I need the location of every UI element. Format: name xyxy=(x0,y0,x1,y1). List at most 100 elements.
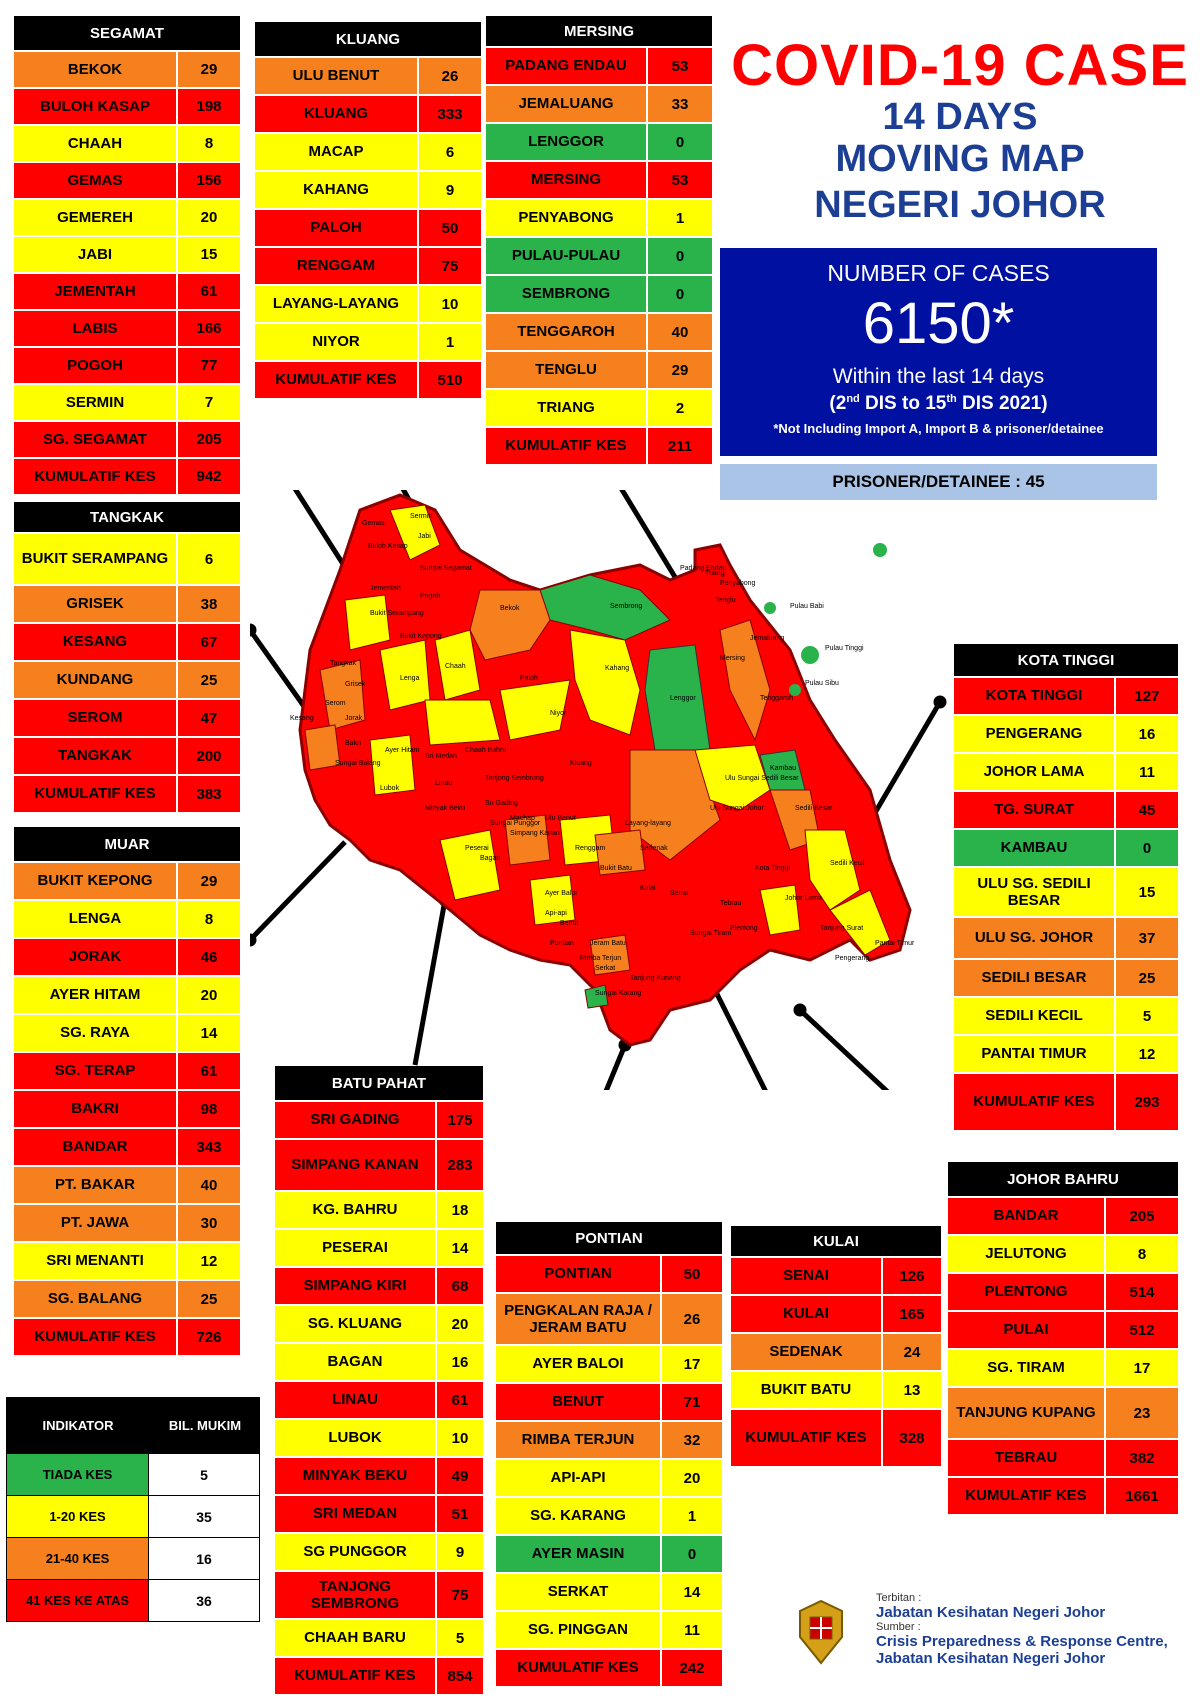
mukim-row: MACAP 6 xyxy=(255,132,481,170)
case-count: 25 xyxy=(176,1281,240,1317)
mukim-name: SG. TIRAM xyxy=(987,1359,1065,1377)
mukim-row: KAMBAU 0 xyxy=(954,828,1178,866)
map-place-label: Tanjong Sembrong xyxy=(485,775,544,782)
case-count: 23 xyxy=(1104,1388,1178,1438)
case-count: 205 xyxy=(176,422,240,457)
mukim-row: MERSING 53 xyxy=(486,160,712,198)
case-count: 12 xyxy=(1114,1036,1178,1072)
area-chaah xyxy=(434,629,481,701)
mukim-row: AYER MASIN 0 xyxy=(496,1534,722,1572)
area-bt-pahat-yellows xyxy=(439,829,501,901)
map-place-label: Ulu Sungai Johor xyxy=(710,805,764,812)
mukim-name: KUMULATIF KES xyxy=(505,437,627,455)
district-header: MUAR xyxy=(14,827,240,861)
main-title: COVID-19 CASE xyxy=(731,33,1189,98)
case-count: 40 xyxy=(646,314,712,350)
district-table-kluang: KLUANG ULU BENUT 26 KLUANG 333 MACAP 6 KAHANG 9 P… xyxy=(255,22,481,398)
district-header: SEGAMAT xyxy=(14,16,240,50)
case-count: 37 xyxy=(1114,918,1178,958)
mukim-name: PANTAI TIMUR xyxy=(981,1045,1087,1063)
map-place-label: Plentong xyxy=(730,925,758,932)
case-count: 726 xyxy=(176,1319,240,1355)
case-count: 127 xyxy=(1114,678,1178,714)
mukim-row: SG. BALANG 25 xyxy=(14,1279,240,1317)
map-place-label: Jemaluang xyxy=(750,635,784,642)
case-count: 0 xyxy=(646,124,712,160)
case-count: 16 xyxy=(435,1344,483,1380)
mukim-row: SG. PINGGAN 11 xyxy=(496,1610,722,1648)
mukim-row: TENGLU 29 xyxy=(486,350,712,388)
mukim-name: SEDILI KECIL xyxy=(985,1007,1083,1025)
mukim-name: MINYAK BEKU xyxy=(302,1467,408,1485)
mukim-row: SENAI 126 xyxy=(731,1256,941,1294)
legend-row: TIADA KES 5 xyxy=(7,1453,259,1495)
legend-count: 36 xyxy=(148,1580,259,1621)
case-count: 14 xyxy=(660,1574,722,1610)
map-place-label: Ayer Hitam xyxy=(385,747,420,754)
mukim-row: NIYOR 1 xyxy=(255,322,481,360)
area-chaah-bahru xyxy=(424,699,501,746)
mukim-row: SRI MEDAN 51 xyxy=(275,1494,483,1532)
case-count: 53 xyxy=(646,162,712,198)
case-count: 12 xyxy=(176,1243,240,1279)
map-place-label: Tanjung Kupang xyxy=(630,975,681,982)
map-place-label: Sungai Punggor xyxy=(490,820,541,827)
mukim-row: PENGKALAN RAJA / JERAM BATU 26 xyxy=(496,1292,722,1344)
mukim-row: ULU SG. JOHOR 37 xyxy=(954,916,1178,958)
mukim-row: BUKIT SERAMPANG 6 xyxy=(14,532,240,584)
mukim-name: GRISEK xyxy=(66,595,124,613)
mukim-row: KAHANG 9 xyxy=(255,170,481,208)
mukim-row: SIMPANG KANAN 283 xyxy=(275,1138,483,1190)
mukim-name: KULAI xyxy=(783,1305,829,1323)
mukim-name: AYER HITAM xyxy=(49,986,141,1004)
case-count: 18 xyxy=(435,1192,483,1228)
legend: INDIKATOR BIL. MUKIM TIADA KES 5 1-20 KES 3… xyxy=(6,1397,260,1622)
case-count: 29 xyxy=(646,352,712,388)
mukim-row: PULAU-PULAU 0 xyxy=(486,236,712,274)
area-sembrong xyxy=(539,574,671,641)
total-row: KUMULATIF KES 1661 xyxy=(948,1476,1178,1514)
map-place-label: Pantai Timur xyxy=(875,940,915,947)
case-count: 25 xyxy=(176,662,240,698)
range-sup2: th xyxy=(946,393,957,405)
case-count: 854 xyxy=(435,1658,483,1694)
legend-row: 41 KES KE ATAS 36 xyxy=(7,1579,259,1621)
map-place-label: Chaah xyxy=(445,663,466,670)
mukim-row: SERMIN 7 xyxy=(14,383,240,420)
case-count: 75 xyxy=(435,1572,483,1618)
mukim-name: PT. BAKAR xyxy=(54,1176,135,1194)
legend-row: 21-40 KES 16 xyxy=(7,1537,259,1579)
mukim-name: KUMULATIF KES xyxy=(965,1487,1087,1505)
terbitan-text: Jabatan Kesihatan Negeri Johor xyxy=(876,1604,1106,1621)
district-header: BATU PAHAT xyxy=(275,1066,483,1100)
mukim-name: JORAK xyxy=(68,948,122,966)
mukim-name: LAYANG-LAYANG xyxy=(272,295,400,313)
mukim-row: CHAAH 8 xyxy=(14,124,240,161)
legend-row: 1-20 KES 35 xyxy=(7,1495,259,1537)
map-place-label: Sembrong xyxy=(610,603,642,610)
mukim-name: TANGKAK xyxy=(58,747,132,765)
map-place-label: Renggam xyxy=(575,845,606,852)
case-count: 25 xyxy=(1114,960,1178,996)
map-place-label: Sungai Segamat xyxy=(420,565,472,572)
mukim-row: TRIANG 2 xyxy=(486,388,712,426)
case-count: 14 xyxy=(435,1230,483,1266)
mukim-row: KOTA TINGGI 127 xyxy=(954,676,1178,714)
mukim-name: TEBRAU xyxy=(994,1449,1058,1467)
case-count: 10 xyxy=(435,1420,483,1456)
case-count: 8 xyxy=(1104,1236,1178,1272)
mukim-name: MERSING xyxy=(530,171,601,189)
case-count: 17 xyxy=(1104,1350,1178,1386)
mukim-name: PONTIAN xyxy=(544,1265,612,1283)
map-place-label: Bekok xyxy=(500,605,520,612)
legend-header-indikator: INDIKATOR xyxy=(42,1417,114,1433)
area-sedili-kecil xyxy=(804,829,861,911)
mukim-name: TENGGAROH xyxy=(517,323,615,341)
map-place-label: Api-api xyxy=(545,910,567,917)
case-count: 33 xyxy=(646,86,712,122)
terbitan-label: Terbitan : xyxy=(876,1592,922,1604)
subtitle-14-days: 14 DAYS xyxy=(882,96,1038,138)
total-row: KUMULATIF KES 510 xyxy=(255,360,481,398)
mukim-name: PESERAI xyxy=(322,1239,388,1257)
mukim-name: BANDAR xyxy=(993,1207,1059,1225)
